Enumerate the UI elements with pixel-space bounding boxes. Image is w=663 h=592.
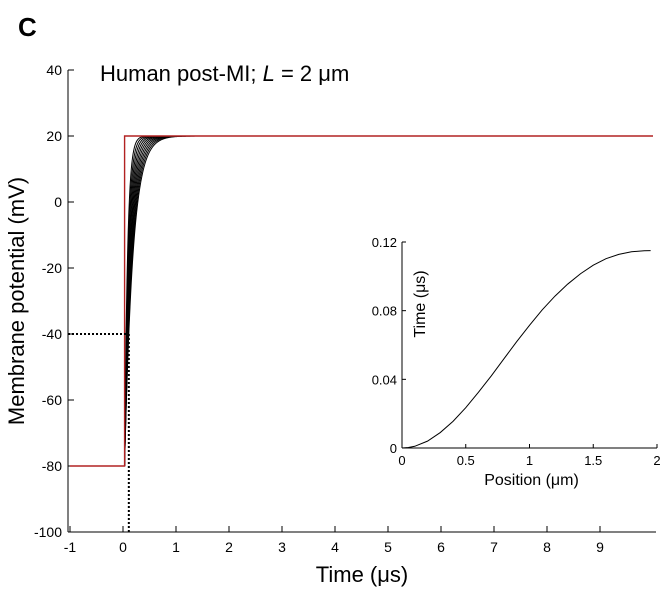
main-y-tick-label: -80 [42, 458, 62, 474]
main-y-tick-label: -40 [42, 326, 62, 342]
main-x-tick-label: 0 [119, 539, 127, 555]
main-x-tick-label: 6 [437, 539, 445, 555]
main-y-tick-label: -20 [42, 260, 62, 276]
inset-series-line [401, 250, 651, 449]
main-x-tick-label: 1 [172, 539, 180, 555]
main-x-tick-label: 9 [596, 539, 604, 555]
inset-y-tick-label: 0.08 [372, 304, 397, 319]
main-series [68, 135, 654, 532]
panel-label: C [18, 12, 37, 42]
main-x-tick-label: 7 [490, 539, 498, 555]
response-trace [124, 135, 654, 467]
stimulus-trace [70, 135, 653, 467]
response-trace [124, 135, 653, 467]
response-trace [124, 135, 653, 467]
main-x-tick-label: 5 [384, 539, 392, 555]
response-trace [124, 135, 653, 467]
response-trace [124, 135, 654, 467]
main-x-tick-label: 8 [543, 539, 551, 555]
chart-title-suffix: = 2 μm [275, 61, 349, 86]
chart-title: Human post-MI; L = 2 μm [100, 61, 349, 86]
inset-x-tick-label: 1 [526, 453, 533, 468]
inset-y-tick-label: 0.12 [372, 235, 397, 250]
inset-chart: 0 0.5 1 1.5 2 0 0.04 0.08 0.12 Position (μm) Tim… [372, 235, 661, 489]
main-y-tick-label: -100 [34, 524, 62, 540]
inset-y-axis-label: Time (μs) [412, 270, 429, 337]
main-y-tick-label: 0 [54, 194, 62, 210]
response-trace [124, 135, 653, 467]
main-x-tick-label: -1 [64, 539, 77, 555]
response-trace [124, 135, 653, 467]
main-y-axis-label: Membrane potential (mV) [4, 177, 29, 425]
inset-x-axis-label: Position (μm) [484, 472, 579, 489]
chart-title-prefix: Human post-MI; [100, 61, 263, 86]
response-trace [124, 135, 653, 467]
main-chart: Human post-MI; L = 2 μm -1 0 1 2 3 4 5 6 7 8 9 -100… [4, 61, 656, 587]
main-x-axis-label: Time (μs) [316, 562, 409, 587]
main-y-tick-label: -60 [42, 392, 62, 408]
inset-y-tick-label: 0.04 [372, 372, 397, 387]
inset-axis-ticks: 0 0.5 1 1.5 2 0 0.04 0.08 0.12 [372, 235, 661, 468]
main-y-tick-label: 20 [46, 128, 62, 144]
inset-x-tick-label: 0.5 [457, 453, 475, 468]
response-trace [124, 135, 653, 467]
inset-x-tick-label: 1.5 [584, 453, 602, 468]
main-x-tick-label: 4 [331, 539, 339, 555]
main-x-tick-label: 3 [278, 539, 286, 555]
inset-x-tick-label: 0 [398, 453, 405, 468]
chart-title-variable: L [263, 61, 275, 86]
inset-y-tick-label: 0 [390, 441, 397, 456]
inset-x-tick-label: 2 [653, 453, 660, 468]
main-y-tick-label: 40 [46, 62, 62, 78]
main-axis-ticks: -1 0 1 2 3 4 5 6 7 8 9 -100 -80 -60 -40 -20 0 20 40 [34, 62, 604, 555]
response-trace [124, 135, 653, 467]
main-x-tick-label: 2 [225, 539, 233, 555]
response-trace [124, 135, 653, 467]
